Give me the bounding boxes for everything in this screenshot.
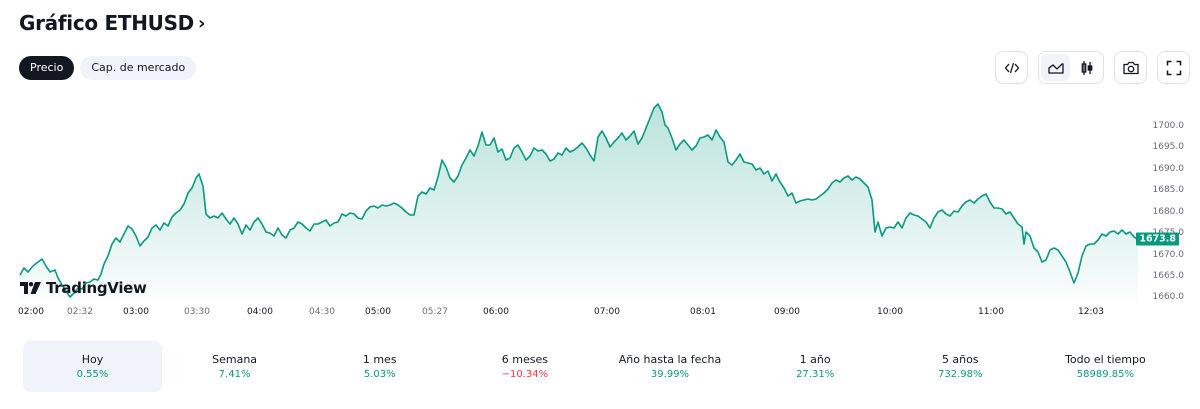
performance-periods: Hoy 0.55% Semana 7.41% 1 mes 5.03% 6 mes… bbox=[23, 341, 1178, 392]
snapshot-button[interactable] bbox=[1114, 51, 1147, 84]
period-5-years[interactable]: 5 años 732.98% bbox=[888, 341, 1033, 392]
x-tick: 04:30 bbox=[309, 307, 335, 317]
chart-style-group bbox=[1038, 51, 1104, 84]
tradingview-logo-icon bbox=[20, 282, 41, 294]
x-tick: 07:00 bbox=[594, 307, 620, 317]
x-tick: 10:00 bbox=[877, 307, 903, 317]
period-label: 6 meses bbox=[501, 353, 548, 366]
period-ytd[interactable]: Año hasta la fecha 39.99% bbox=[597, 341, 742, 392]
area-chart-icon bbox=[1047, 62, 1064, 74]
chart-title: Gráfico ETHUSD bbox=[19, 11, 194, 35]
x-tick: 03:30 bbox=[184, 307, 210, 317]
page-title[interactable]: Gráfico ETHUSD › bbox=[19, 11, 205, 35]
chart-toolbar bbox=[995, 51, 1190, 84]
period-label: 1 mes bbox=[362, 353, 397, 366]
y-tick: 1685.0 bbox=[1152, 185, 1185, 195]
period-change: −10.34% bbox=[501, 369, 549, 380]
chart-type-tabs: Precio Cap. de mercado bbox=[19, 56, 197, 80]
period-6-months[interactable]: 6 meses −10.34% bbox=[452, 341, 597, 392]
period-today[interactable]: Hoy 0.55% bbox=[23, 341, 162, 392]
period-1-year[interactable]: 1 año 27.31% bbox=[743, 341, 888, 392]
tab-price[interactable]: Precio bbox=[19, 56, 75, 80]
x-tick: 04:00 bbox=[247, 307, 273, 317]
tradingview-logo[interactable]: TradingView bbox=[20, 279, 147, 297]
period-label: 1 año bbox=[799, 353, 831, 366]
period-change: 39.99% bbox=[650, 369, 690, 380]
candlestick-icon bbox=[1081, 60, 1092, 75]
x-tick: 09:00 bbox=[774, 307, 800, 317]
period-change: 0.55% bbox=[76, 369, 109, 380]
chevron-right-icon: › bbox=[197, 12, 206, 34]
period-label: Año hasta la fecha bbox=[618, 353, 722, 366]
period-change: 5.03% bbox=[363, 369, 396, 380]
x-tick: 02:00 bbox=[18, 307, 44, 317]
last-price-badge: 1673.8 bbox=[1136, 232, 1179, 246]
x-tick: 03:00 bbox=[123, 307, 149, 317]
y-tick: 1670.0 bbox=[1152, 250, 1185, 260]
price-line bbox=[19, 103, 1139, 298]
y-tick: 1700.0 bbox=[1152, 121, 1185, 131]
tradingview-logo-text: TradingView bbox=[46, 279, 147, 297]
candlestick-button[interactable] bbox=[1072, 54, 1101, 81]
price-chart[interactable] bbox=[0, 95, 1200, 325]
period-all-time[interactable]: Todo el tiempo 58989.85% bbox=[1033, 341, 1178, 392]
x-tick: 02:32 bbox=[67, 307, 93, 317]
period-change: 27.31% bbox=[796, 369, 835, 380]
period-label: 5 años bbox=[941, 353, 979, 366]
area-chart-button[interactable] bbox=[1041, 54, 1070, 81]
y-tick: 1660.0 bbox=[1152, 292, 1185, 302]
x-tick: 05:27 bbox=[422, 307, 448, 317]
camera-icon bbox=[1122, 61, 1139, 74]
x-tick: 08:01 bbox=[690, 307, 716, 317]
period-change: 7.41% bbox=[218, 369, 251, 380]
y-tick: 1665.0 bbox=[1152, 271, 1185, 281]
y-tick: 1690.0 bbox=[1152, 164, 1185, 174]
x-tick: 05:00 bbox=[365, 307, 391, 317]
period-label: Hoy bbox=[81, 353, 104, 366]
embed-button[interactable] bbox=[995, 51, 1028, 84]
x-tick: 06:00 bbox=[483, 307, 509, 317]
period-change: 732.98% bbox=[938, 369, 983, 380]
period-label: Semana bbox=[212, 353, 258, 366]
price-area-fill bbox=[20, 104, 1138, 300]
x-tick: 12:03 bbox=[1078, 307, 1104, 317]
y-tick: 1695.0 bbox=[1152, 142, 1185, 152]
period-week[interactable]: Semana 7.41% bbox=[162, 341, 307, 392]
code-icon bbox=[1004, 62, 1019, 73]
period-change: 58989.85% bbox=[1076, 369, 1135, 380]
x-tick: 11:00 bbox=[978, 307, 1004, 317]
fullscreen-icon bbox=[1166, 60, 1181, 75]
fullscreen-button[interactable] bbox=[1157, 51, 1190, 84]
tab-market-cap[interactable]: Cap. de mercado bbox=[80, 56, 197, 80]
period-label: Todo el tiempo bbox=[1065, 353, 1146, 366]
y-tick: 1680.0 bbox=[1152, 207, 1185, 217]
period-1-month[interactable]: 1 mes 5.03% bbox=[307, 341, 452, 392]
